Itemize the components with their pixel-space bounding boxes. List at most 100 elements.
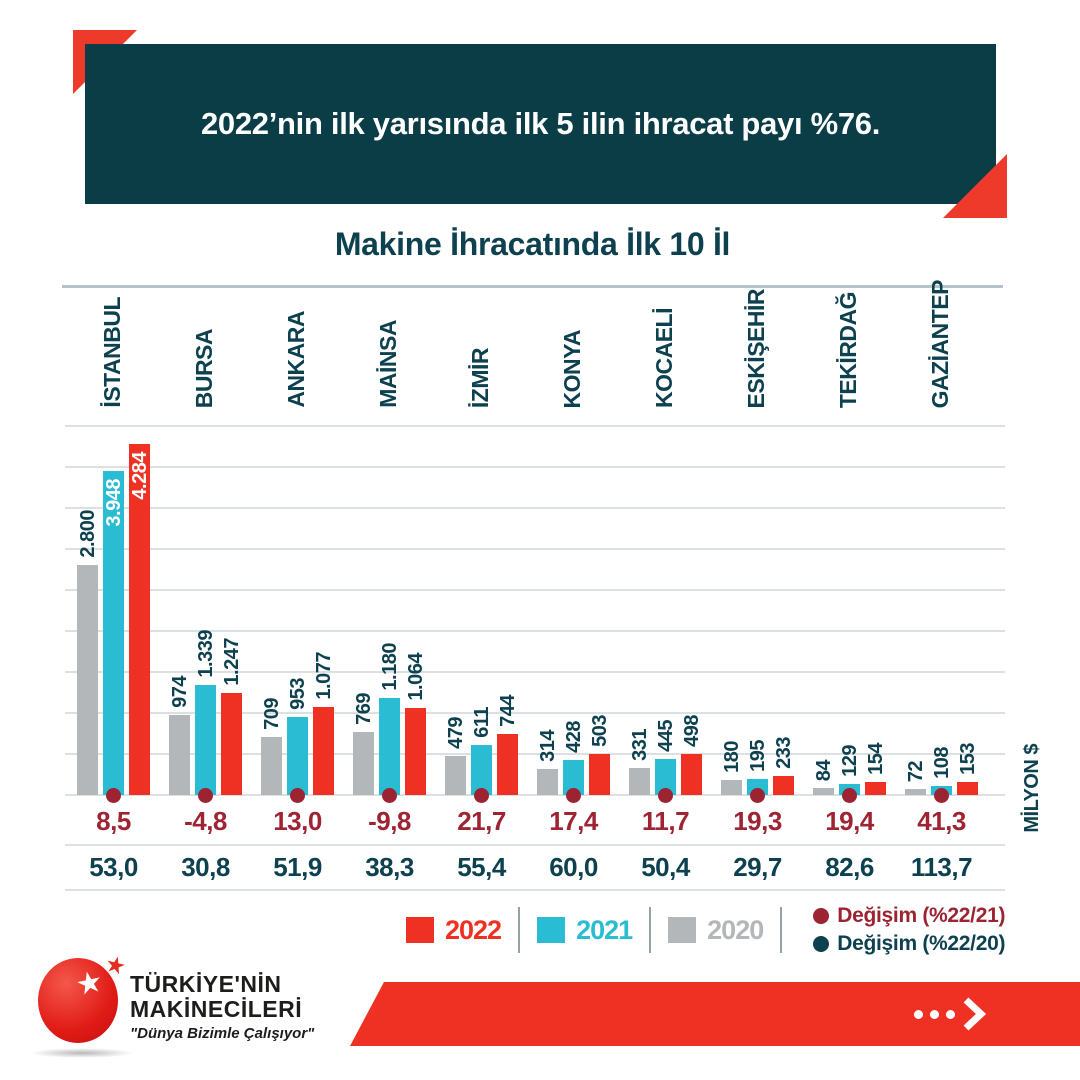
city-label: İSTANBUL (99, 297, 125, 408)
chart-title: Makine İhracatında İlk 10 İl (334, 226, 731, 262)
bar-value-2022: 503 (588, 715, 611, 747)
bar-2020 (629, 768, 650, 795)
legend-item-2020: 2020 (668, 914, 764, 946)
logo-shadow (30, 1048, 134, 1058)
change-22-20-value: 82,6 (825, 852, 874, 882)
bar-value-2020: 84 (812, 759, 835, 781)
change-22-21-value: 19,3 (733, 806, 782, 836)
city-label: KONYA (559, 329, 585, 408)
change-22-20-value: 60,0 (549, 852, 598, 882)
legend-item-2021: 2021 (537, 914, 633, 946)
change-22-21-dot-icon (813, 908, 830, 924)
y-axis-unit-label: MİLYON $ (1021, 744, 1043, 833)
arrow-dot-icon (914, 1009, 923, 1019)
logo-line2: MAKİNECİLERİ (130, 995, 303, 1022)
city-label: ESKİŞEHİR (743, 288, 769, 408)
change-22-20-value: 55,4 (457, 852, 506, 882)
change-22-20-value: 38,3 (365, 852, 414, 882)
gridline-1000 (65, 712, 1005, 714)
legend-label-2020: 2020 (707, 914, 764, 945)
arrow-icon (914, 982, 986, 1046)
change-22-20-value: 51,9 (273, 852, 322, 882)
change-22-20-dot-icon (813, 936, 830, 952)
bar-value-2022: 1.247 (220, 638, 243, 686)
logo-circle (38, 958, 118, 1043)
city-label: MAİNSA (375, 320, 401, 408)
gridline-2000 (65, 630, 1005, 632)
bar-2021 (379, 698, 400, 795)
change-dot (658, 787, 673, 803)
gridline-0 (65, 794, 1005, 796)
city-label: GAZİANTEP (927, 279, 953, 408)
bar-2020 (721, 780, 742, 795)
bar-value-2020: 2.800 (76, 510, 99, 558)
bar-value-2022: 744 (496, 695, 519, 727)
bar-value-2020: 769 (352, 693, 375, 725)
chevron-right-icon (963, 997, 986, 1031)
bar-value-2020: 974 (168, 676, 191, 708)
legend-label-2021: 2021 (576, 914, 633, 945)
change-22-21-value: 13,0 (273, 806, 322, 836)
bar-2020 (77, 565, 98, 795)
change-22-20-value: 30,8 (181, 852, 230, 882)
bar-2022 (221, 693, 242, 795)
bar-value-2022: 154 (864, 743, 887, 775)
change-dot (198, 787, 213, 803)
change-dot (474, 787, 489, 803)
bar-2022 (589, 754, 610, 795)
legend: 2022 2021 2020 Değişim (%22/21) Değişim … (406, 904, 1005, 956)
bar-value-2021: 3.948 (102, 479, 125, 527)
gridline-2500 (65, 589, 1005, 591)
logo-line1: TÜRKİYE'NİN (130, 971, 282, 997)
change-22-21-value: -9,8 (368, 806, 411, 836)
legend-change-22-21-label: Değişim (%22/21) (837, 904, 1006, 927)
bar-value-2022: 1.064 (404, 653, 427, 701)
legend-divider (518, 907, 521, 953)
change-22-21-value: 21,7 (457, 806, 506, 836)
gridline-3000 (65, 548, 1005, 550)
legend-divider (649, 907, 652, 953)
change-row-separator-2 (65, 889, 1005, 891)
bar-2021 (655, 759, 676, 795)
bar-value-2020: 709 (260, 698, 283, 730)
change-dot (290, 787, 305, 803)
bar-value-2022: 1.077 (312, 652, 335, 700)
change-22-21-value: 17,4 (549, 806, 598, 836)
bar-2020 (813, 788, 834, 795)
change-dot (566, 787, 581, 803)
bar-value-2022: 498 (680, 715, 703, 747)
bar-2020 (353, 732, 374, 795)
bar-value-2020: 72 (904, 760, 927, 782)
legend-change-22-20-label: Değişim (%22/20) (837, 932, 1006, 955)
bar-2022 (865, 782, 886, 795)
gridline-3500 (65, 507, 1005, 509)
bar-value-2020: 180 (720, 741, 743, 773)
change-22-20-value: 113,7 (910, 852, 973, 882)
bar-2022 (313, 707, 334, 795)
header-banner: 2022’nin ilk yarısında ilk 5 ilin ihraca… (85, 44, 996, 204)
change-22-20-value: 29,7 (733, 852, 782, 882)
bar-2020 (445, 756, 466, 795)
header-banner-text: 2022’nin ilk yarısında ilk 5 ilin ihraca… (200, 106, 881, 141)
change-dot (382, 787, 397, 803)
bar-2020 (905, 789, 926, 795)
city-label: İZMİR (467, 347, 493, 408)
city-label: BURSA (191, 328, 217, 408)
bar-2020 (169, 715, 190, 795)
change-dot (106, 787, 121, 803)
arrow-dot-icon (930, 1009, 939, 1019)
bar-2020 (261, 737, 282, 795)
change-22-21-value: 41,3 (917, 806, 966, 836)
legend-divider (780, 907, 783, 953)
footer-banner (350, 982, 1080, 1046)
change-dot (750, 787, 765, 803)
bar-2021 (195, 685, 216, 795)
bar-2021 (471, 745, 492, 795)
bar-value-2021: 129 (838, 745, 861, 777)
gridline-1500 (65, 671, 1005, 673)
bar-value-2022: 153 (956, 743, 979, 775)
chart-top-border (62, 285, 1003, 288)
legend-change-22-21: Değişim (%22/21) (813, 904, 1005, 928)
bar-2022 (681, 754, 702, 795)
change-22-21-value: 11,7 (641, 806, 690, 836)
